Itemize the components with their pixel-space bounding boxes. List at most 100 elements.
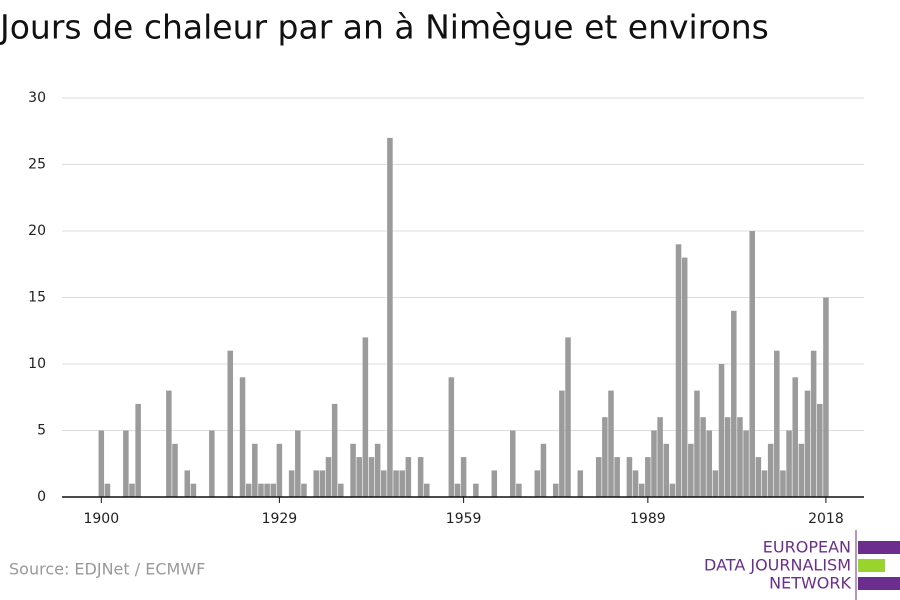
bar [417, 457, 424, 497]
bar [129, 483, 135, 497]
y-tick-label: 30 [28, 90, 46, 106]
bar [331, 403, 338, 497]
bar [374, 443, 381, 497]
bar [608, 390, 614, 497]
bar [694, 390, 700, 497]
bar [540, 443, 547, 497]
bar [761, 470, 768, 497]
y-tick-label: 25 [28, 157, 46, 173]
bar [638, 483, 645, 497]
bar [559, 390, 565, 497]
y-tick-label: 0 [37, 489, 46, 505]
bar [264, 483, 270, 497]
bar [381, 470, 387, 497]
bar [258, 483, 264, 497]
bar [614, 457, 620, 497]
bar [810, 350, 817, 497]
bar [577, 470, 584, 497]
bar [688, 443, 694, 497]
bar [362, 337, 369, 497]
bar [657, 417, 663, 497]
bar [823, 297, 829, 497]
bar [338, 483, 344, 497]
bar [166, 390, 172, 497]
bar [737, 417, 743, 497]
bar [632, 470, 639, 497]
bar [491, 470, 498, 497]
logo-bar [858, 541, 900, 554]
bar [123, 430, 129, 497]
bar [104, 483, 111, 497]
bar [424, 483, 430, 497]
bar [669, 483, 676, 497]
bar [288, 470, 295, 497]
bar [731, 310, 737, 497]
bar [602, 417, 608, 497]
bar [817, 403, 823, 497]
bar [387, 137, 393, 497]
bar [786, 430, 792, 497]
bar [675, 244, 682, 497]
bar [368, 457, 375, 497]
y-tick-label: 20 [28, 223, 46, 239]
bar [319, 470, 326, 497]
bar [270, 483, 277, 497]
bar [645, 457, 651, 497]
bar [325, 457, 332, 497]
bar [239, 377, 246, 497]
x-tick-label: 1900 [83, 511, 119, 527]
bar [245, 483, 252, 497]
bar [651, 430, 657, 497]
logo-bar [858, 559, 885, 572]
bar [509, 430, 516, 497]
bar [209, 430, 215, 497]
logo-text: DATA JOURNALISM [704, 556, 851, 575]
bar [516, 483, 522, 497]
bar [774, 350, 780, 497]
chart-title: Jours de chaleur par an à Nimègue et env… [0, 8, 769, 47]
bar [135, 403, 141, 497]
bar [301, 483, 307, 497]
bar [356, 457, 362, 497]
y-tick-label: 5 [37, 423, 46, 439]
logo-text: EUROPEAN [763, 538, 851, 557]
bar [227, 350, 234, 497]
bar [552, 483, 559, 497]
source: Source: EDJNet / ECMWF [9, 560, 205, 579]
bar [743, 430, 749, 497]
x-tick-label: 1959 [446, 511, 482, 527]
bar [448, 377, 455, 497]
bar [712, 470, 719, 497]
bar [804, 390, 811, 497]
bar [749, 231, 755, 497]
bar [393, 470, 399, 497]
bar [350, 443, 356, 497]
bar [534, 470, 541, 497]
bar [718, 364, 725, 497]
bar [98, 430, 105, 497]
bar [681, 257, 688, 497]
bar [313, 470, 319, 497]
bar [399, 470, 405, 497]
x-tick-label: 2018 [808, 511, 844, 527]
bar [454, 483, 461, 497]
bar [473, 483, 479, 497]
logo-text: NETWORK [769, 574, 851, 593]
bar [626, 457, 633, 497]
y-tick-label: 10 [28, 356, 46, 372]
bar [755, 457, 762, 497]
bar [184, 470, 191, 497]
bar [460, 457, 467, 497]
x-tick-label: 1989 [630, 511, 666, 527]
y-tick-label: 15 [28, 290, 46, 306]
bar [767, 443, 774, 497]
bar [405, 457, 412, 497]
bar [706, 430, 713, 497]
bar [780, 470, 786, 497]
bar [792, 377, 798, 497]
bar [565, 337, 571, 497]
bar [700, 417, 706, 497]
bar [724, 417, 731, 497]
bar [252, 443, 258, 497]
